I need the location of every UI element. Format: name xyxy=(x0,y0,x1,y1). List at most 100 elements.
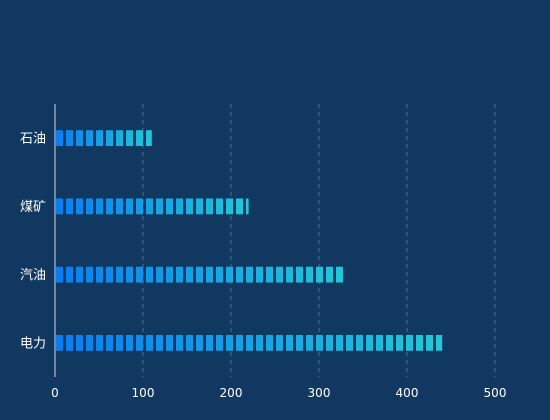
bar-segment xyxy=(106,130,113,147)
bar-segments-石油 xyxy=(56,130,152,147)
bar-segment xyxy=(336,266,343,283)
bar-segment xyxy=(386,334,393,351)
bar-汽油 xyxy=(56,266,343,283)
bar-segment xyxy=(226,334,233,351)
bar-segment xyxy=(236,334,243,351)
bar-segment xyxy=(426,334,433,351)
bar-segment xyxy=(146,198,153,215)
bar-segment xyxy=(326,334,333,351)
bar-segment xyxy=(156,198,163,215)
bar-segment xyxy=(306,266,313,283)
x-tick-label-300: 300 xyxy=(308,386,331,400)
bar-segment xyxy=(226,198,233,215)
bar-segment xyxy=(126,334,133,351)
bar-segment xyxy=(196,266,203,283)
bar-segment xyxy=(116,198,123,215)
bar-segment xyxy=(286,266,293,283)
bar-segment xyxy=(186,334,193,351)
x-tick-label-0: 0 xyxy=(51,386,59,400)
y-category-label-电力: 电力 xyxy=(20,336,46,351)
bar-segment xyxy=(156,266,163,283)
bar-segment xyxy=(86,130,93,147)
bar-segment xyxy=(186,266,193,283)
bar-segment xyxy=(126,198,133,215)
bar-segment xyxy=(206,334,213,351)
bar-segment xyxy=(406,334,413,351)
bar-segment xyxy=(76,198,83,215)
y-category-label-汽油: 汽油 xyxy=(20,268,46,283)
bar-segment xyxy=(116,266,123,283)
bar-石油 xyxy=(56,130,152,147)
bar-segment xyxy=(246,198,249,215)
bar-segment xyxy=(96,266,103,283)
bar-segment xyxy=(116,334,123,351)
bar-segment xyxy=(56,198,63,215)
x-tick-label-400: 400 xyxy=(396,386,419,400)
bar-segment xyxy=(146,266,153,283)
bar-segment xyxy=(66,266,73,283)
x-tick-label-100: 100 xyxy=(132,386,155,400)
bar-segment xyxy=(416,334,423,351)
bar-segment xyxy=(216,334,223,351)
x-tick-label-200: 200 xyxy=(220,386,243,400)
bar-segment xyxy=(356,334,363,351)
x-tick-label-500: 500 xyxy=(484,386,507,400)
bar-segment xyxy=(196,198,203,215)
bar-segment xyxy=(136,334,143,351)
bar-segment xyxy=(336,334,343,351)
bar-segment xyxy=(136,198,143,215)
bar-segments-汽油 xyxy=(56,266,343,283)
bar-segment xyxy=(146,334,153,351)
bar-segment xyxy=(126,130,133,147)
bar-segment xyxy=(186,198,193,215)
grid-lines xyxy=(142,104,496,377)
bar-segment xyxy=(116,130,123,147)
bar-segment xyxy=(166,334,173,351)
bar-segment xyxy=(56,334,63,351)
bar-segment xyxy=(136,130,143,147)
bar-segment xyxy=(106,334,113,351)
bars xyxy=(56,130,443,351)
bar-segment xyxy=(256,266,263,283)
bar-segment xyxy=(216,266,223,283)
y-category-label-煤矿: 煤矿 xyxy=(20,200,46,215)
bar-segment xyxy=(136,266,143,283)
bar-segment xyxy=(76,266,83,283)
bar-segments-煤矿 xyxy=(56,198,249,215)
bar-segment xyxy=(56,266,63,283)
bar-segment xyxy=(256,334,263,351)
bar-segment xyxy=(246,266,253,283)
bar-segment xyxy=(226,266,233,283)
bar-segment xyxy=(166,266,173,283)
bar-segments-电力 xyxy=(56,334,443,351)
bar-segment xyxy=(176,334,183,351)
bar-segment xyxy=(316,266,323,283)
bar-segment xyxy=(86,198,93,215)
bar-segment xyxy=(246,334,253,351)
bar-segment xyxy=(196,334,203,351)
bar-segment xyxy=(96,198,103,215)
bar-segment xyxy=(216,198,223,215)
bar-segment xyxy=(296,266,303,283)
bar-segment xyxy=(236,198,243,215)
bar-segment xyxy=(436,334,443,351)
bar-电力 xyxy=(56,334,443,351)
bar-segment xyxy=(396,334,403,351)
bar-segment xyxy=(276,334,283,351)
bar-segment xyxy=(276,266,283,283)
bar-segment xyxy=(346,334,353,351)
bar-segment xyxy=(76,130,83,147)
bar-segment xyxy=(66,130,73,147)
bar-煤矿 xyxy=(56,198,249,215)
bar-segment xyxy=(366,334,373,351)
bar-segment xyxy=(296,334,303,351)
bar-segment xyxy=(206,198,213,215)
bar-segment xyxy=(306,334,313,351)
bar-segment xyxy=(126,266,133,283)
bar-segment xyxy=(156,334,163,351)
bar-segment xyxy=(266,266,273,283)
bar-segment xyxy=(86,266,93,283)
